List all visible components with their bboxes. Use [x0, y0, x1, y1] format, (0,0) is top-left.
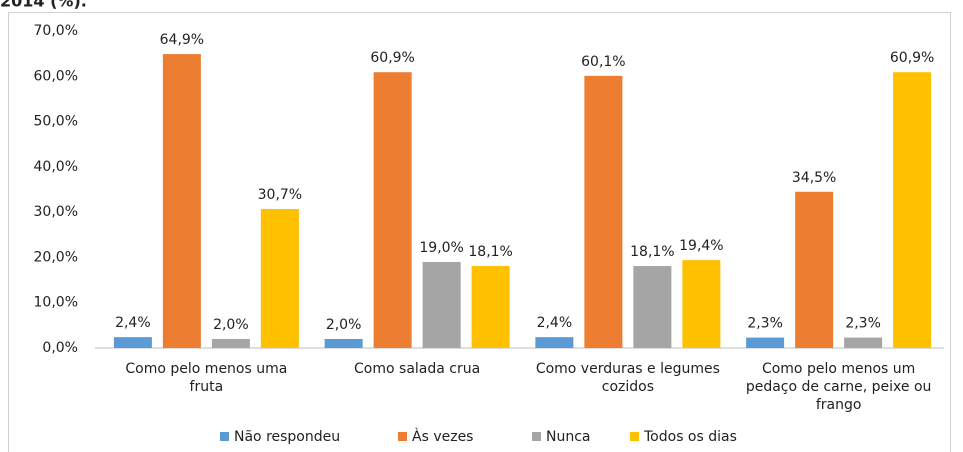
bar: [633, 266, 672, 348]
legend-swatch: [398, 432, 407, 441]
legend-swatch: [532, 432, 541, 441]
y-tick-label: 30,0%: [34, 204, 78, 220]
bar: [211, 338, 250, 348]
data-label: 2,3%: [747, 316, 783, 332]
data-label: 2,0%: [213, 317, 249, 333]
data-label: 60,9%: [890, 50, 934, 66]
data-label: 34,5%: [792, 170, 836, 186]
data-label: 18,1%: [468, 244, 512, 260]
bar: [844, 337, 883, 348]
legend-label: Nunca: [546, 429, 591, 445]
data-label: 19,0%: [419, 240, 463, 256]
x-tick-label: Como verduras e legumes cozidos: [535, 361, 720, 395]
data-label: 18,1%: [630, 244, 674, 260]
chart-frame: [8, 12, 951, 452]
y-tick-label: 10,0%: [34, 295, 78, 311]
legend-label: Todos os dias: [643, 429, 737, 445]
data-label: 2,3%: [845, 316, 881, 332]
bar: [471, 266, 510, 348]
bar: [373, 72, 412, 349]
legend-swatch: [220, 432, 229, 441]
x-tick-label: Como pelo menos um pedaço de carne, peix…: [745, 361, 932, 413]
data-label: 2,4%: [115, 315, 151, 331]
data-label: 60,1%: [581, 54, 625, 70]
bar: [162, 54, 201, 349]
data-label: 30,7%: [258, 187, 302, 203]
data-label: 2,0%: [326, 317, 362, 333]
legend-label: Não respondeu: [234, 429, 340, 445]
data-label: 19,4%: [679, 238, 723, 254]
bar: [746, 337, 785, 348]
y-tick-label: 70,0%: [34, 23, 78, 39]
bar: [260, 208, 299, 348]
data-label: 60,9%: [370, 50, 414, 66]
bar: [324, 338, 363, 348]
bar: [422, 261, 461, 348]
data-label: 2,4%: [537, 315, 573, 331]
bar: [682, 260, 721, 348]
bar: [113, 337, 152, 348]
y-tick-label: 20,0%: [34, 249, 78, 265]
x-tick-label: Como pelo menos uma fruta: [125, 361, 288, 395]
y-tick-label: 50,0%: [34, 114, 78, 130]
legend-swatch: [630, 432, 639, 441]
data-label: 64,9%: [160, 32, 204, 48]
legend-label: Às vezes: [412, 428, 473, 445]
bar: [795, 191, 834, 348]
bar: [535, 337, 574, 348]
y-tick-label: 60,0%: [34, 68, 78, 84]
y-tick-label: 0,0%: [42, 340, 78, 356]
bar: [893, 72, 932, 349]
y-tick-label: 40,0%: [34, 159, 78, 175]
bar: [584, 75, 623, 348]
chart-title: 2014 (%).: [0, 0, 87, 11]
x-tick-label: Como salada crua: [354, 361, 481, 377]
